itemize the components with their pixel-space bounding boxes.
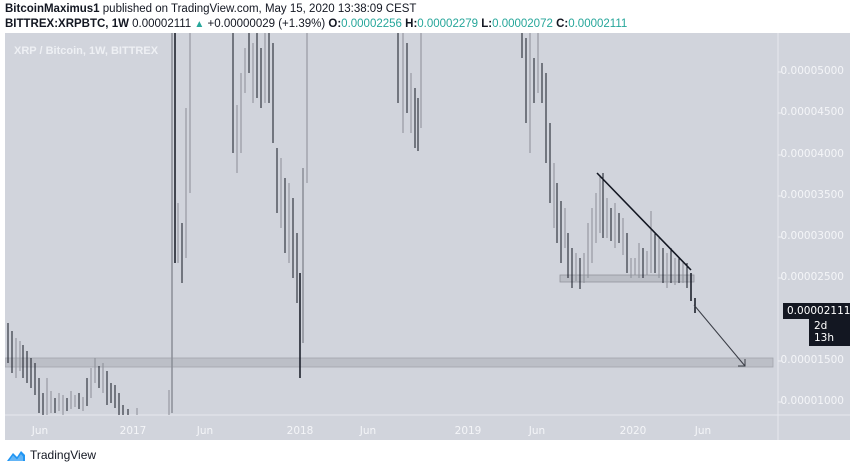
last-price: 0.00002111 [132,18,192,30]
low-value: 0.00002072 [492,18,553,30]
descending-trendline[interactable] [596,172,692,271]
open-label: O: [328,18,342,30]
projection-arrow[interactable] [693,304,746,367]
x-tick-label: Jun [528,425,546,437]
support-zone-lower[interactable] [5,357,774,368]
x-tick-label: Jun [694,425,712,437]
arrow-head-icon [738,359,746,367]
x-tick-label: Jun [359,425,377,437]
high-value: 0.00002279 [417,18,479,30]
close-value: 0.00002111 [568,18,628,30]
open-value: 0.00002256 [341,18,402,30]
y-tick-label: 0.00003000 [780,230,844,242]
x-tick-label: 2019 [454,425,482,437]
support-zone-upper[interactable] [559,274,695,283]
y-tick-label: 0.00005000 [780,65,844,77]
price-change: +0.00000029 (+1.39%) [207,18,326,30]
y-tick-label: 0.00001000 [780,395,844,407]
y-tick-label: 0.00004500 [780,106,844,118]
tradingview-logo-icon [7,450,25,461]
bar-countdown-tag: 2d 13h [809,318,850,346]
y-tick-label: 0.00002500 [780,271,844,283]
up-arrow-icon: ▲ [194,19,205,30]
x-tick-label: Jun [31,425,49,437]
tradingview-branding[interactable]: TradingView [6,448,96,462]
candles [7,33,696,415]
symbol-info-bar: BITTREX:XRPBTC, 1W 0.00002111 ▲ +0.00000… [5,18,627,30]
chart-legend: XRP / Bitcoin, 1W, BITTREX [14,45,159,57]
price-chart-canvas[interactable] [5,33,850,440]
y-tick-marks [778,71,782,403]
y-tick-label: 0.00004000 [780,148,844,160]
current-price-tag: 0.00002111 [783,303,850,319]
author-name[interactable]: BitcoinMaximus1 [5,3,100,15]
published-text: published on TradingView.com, May 15, 20… [102,3,417,15]
chart-panel[interactable]: XRP / Bitcoin, 1W, BITTREX 0.00005000 0.… [5,33,850,440]
low-label: L: [481,18,493,30]
symbol-label: BITTREX:XRPBTC, 1W [5,18,129,30]
y-tick-label: 0.00003500 [780,189,844,201]
publish-info: BitcoinMaximus1 published on TradingView… [5,3,416,15]
x-tick-label: Jun [196,425,214,437]
x-tick-label: 2018 [286,425,314,437]
y-tick-label: 0.00001500 [780,354,844,366]
x-tick-label: 2017 [119,425,147,437]
x-tick-label: 2020 [619,425,647,437]
high-label: H: [405,18,418,30]
close-label: C: [556,18,569,30]
brand-name: TradingView [30,448,97,462]
